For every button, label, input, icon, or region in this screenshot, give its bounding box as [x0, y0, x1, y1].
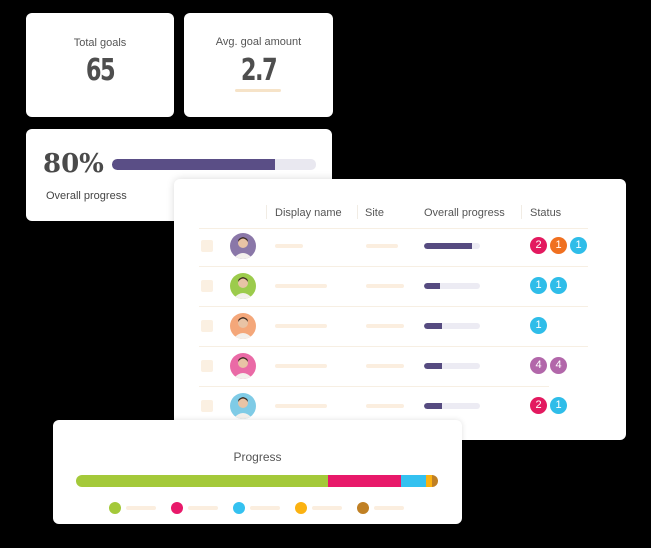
- avg-goal-amount-label: Avg. goal amount: [215, 36, 302, 48]
- site-placeholder: [366, 364, 404, 368]
- legend-dot: [171, 502, 183, 514]
- legend-dot: [295, 502, 307, 514]
- column-header-status[interactable]: Status: [530, 207, 562, 219]
- display-name-placeholder: [275, 284, 327, 288]
- status-badge[interactable]: 2: [530, 237, 547, 254]
- overall-progress-fill: [112, 159, 276, 170]
- legend-label-placeholder: [126, 506, 156, 510]
- row-progress-fill: [424, 403, 443, 409]
- avg-goal-underline: [235, 89, 281, 92]
- progress-segment: [327, 475, 402, 487]
- total-goals-card: Total goals 65: [26, 13, 174, 117]
- person-icon: [233, 317, 253, 339]
- legend-dot: [109, 502, 121, 514]
- person-icon: [233, 277, 253, 299]
- site-placeholder: [366, 404, 404, 408]
- legend-label-placeholder: [188, 506, 218, 510]
- row-progress-fill: [424, 363, 443, 369]
- goals-table-card: Display name Site Overall progress Statu…: [174, 179, 626, 440]
- column-header-site[interactable]: Site: [365, 207, 384, 219]
- row-progress-bar: [424, 323, 480, 329]
- row-progress-bar: [424, 403, 480, 409]
- row-progress-bar: [424, 363, 480, 369]
- display-name-placeholder: [275, 364, 327, 368]
- avatar: [230, 273, 256, 299]
- display-name-placeholder: [275, 324, 327, 328]
- status-badge[interactable]: 4: [550, 357, 567, 374]
- status-badge[interactable]: 4: [530, 357, 547, 374]
- header-separator: [521, 205, 522, 219]
- overall-progress-bar: [112, 159, 316, 170]
- status-badge[interactable]: 1: [550, 397, 567, 414]
- site-placeholder: [366, 244, 398, 248]
- header-separator: [266, 205, 267, 219]
- progress-segment: [426, 475, 433, 487]
- row-divider: [199, 306, 588, 307]
- avatar: [230, 393, 256, 419]
- row-progress-bar: [424, 243, 480, 249]
- status-badge[interactable]: 1: [550, 237, 567, 254]
- avatar: [230, 313, 256, 339]
- person-icon: [233, 397, 253, 419]
- legend-label-placeholder: [374, 506, 404, 510]
- status-badge[interactable]: 1: [570, 237, 587, 254]
- column-header-overall-progress[interactable]: Overall progress: [424, 207, 505, 219]
- legend-label-placeholder: [250, 506, 280, 510]
- row-checkbox[interactable]: [201, 360, 213, 372]
- overall-progress-percent: 80%: [43, 149, 104, 179]
- avatar: [230, 353, 256, 379]
- total-goals-label: Total goals: [73, 37, 127, 49]
- progress-segment: [76, 475, 328, 487]
- site-placeholder: [366, 324, 404, 328]
- avg-goal-amount-value: 2.7: [240, 53, 278, 88]
- row-divider: [199, 266, 588, 267]
- status-badge[interactable]: 1: [550, 277, 567, 294]
- total-goals-value: 65: [85, 53, 116, 88]
- header-separator: [357, 205, 358, 219]
- person-icon: [233, 357, 253, 379]
- person-icon: [233, 237, 253, 259]
- row-divider: [199, 386, 549, 387]
- legend-dot: [357, 502, 369, 514]
- display-name-placeholder: [275, 244, 303, 248]
- row-progress-fill: [424, 323, 443, 329]
- display-name-placeholder: [275, 404, 327, 408]
- progress-stacked-bar: [76, 475, 438, 487]
- progress-card: Progress: [53, 420, 462, 524]
- row-checkbox[interactable]: [201, 240, 213, 252]
- row-divider: [199, 346, 588, 347]
- row-progress-bar: [424, 283, 480, 289]
- row-checkbox[interactable]: [201, 320, 213, 332]
- header-divider: [199, 228, 588, 229]
- legend-label-placeholder: [312, 506, 342, 510]
- avg-goal-amount-card: Avg. goal amount 2.7: [184, 13, 333, 117]
- row-progress-fill: [424, 283, 440, 289]
- progress-segment: [401, 475, 427, 487]
- status-badge[interactable]: 1: [530, 277, 547, 294]
- site-placeholder: [366, 284, 404, 288]
- status-badge[interactable]: 2: [530, 397, 547, 414]
- progress-title: Progress: [233, 450, 282, 464]
- status-badge[interactable]: 1: [530, 317, 547, 334]
- legend-dot: [233, 502, 245, 514]
- avatar: [230, 233, 256, 259]
- row-progress-fill: [424, 243, 472, 249]
- progress-segment: [432, 475, 438, 487]
- column-header-display-name[interactable]: Display name: [275, 207, 342, 219]
- row-checkbox[interactable]: [201, 280, 213, 292]
- overall-progress-label: Overall progress: [46, 190, 127, 202]
- row-checkbox[interactable]: [201, 400, 213, 412]
